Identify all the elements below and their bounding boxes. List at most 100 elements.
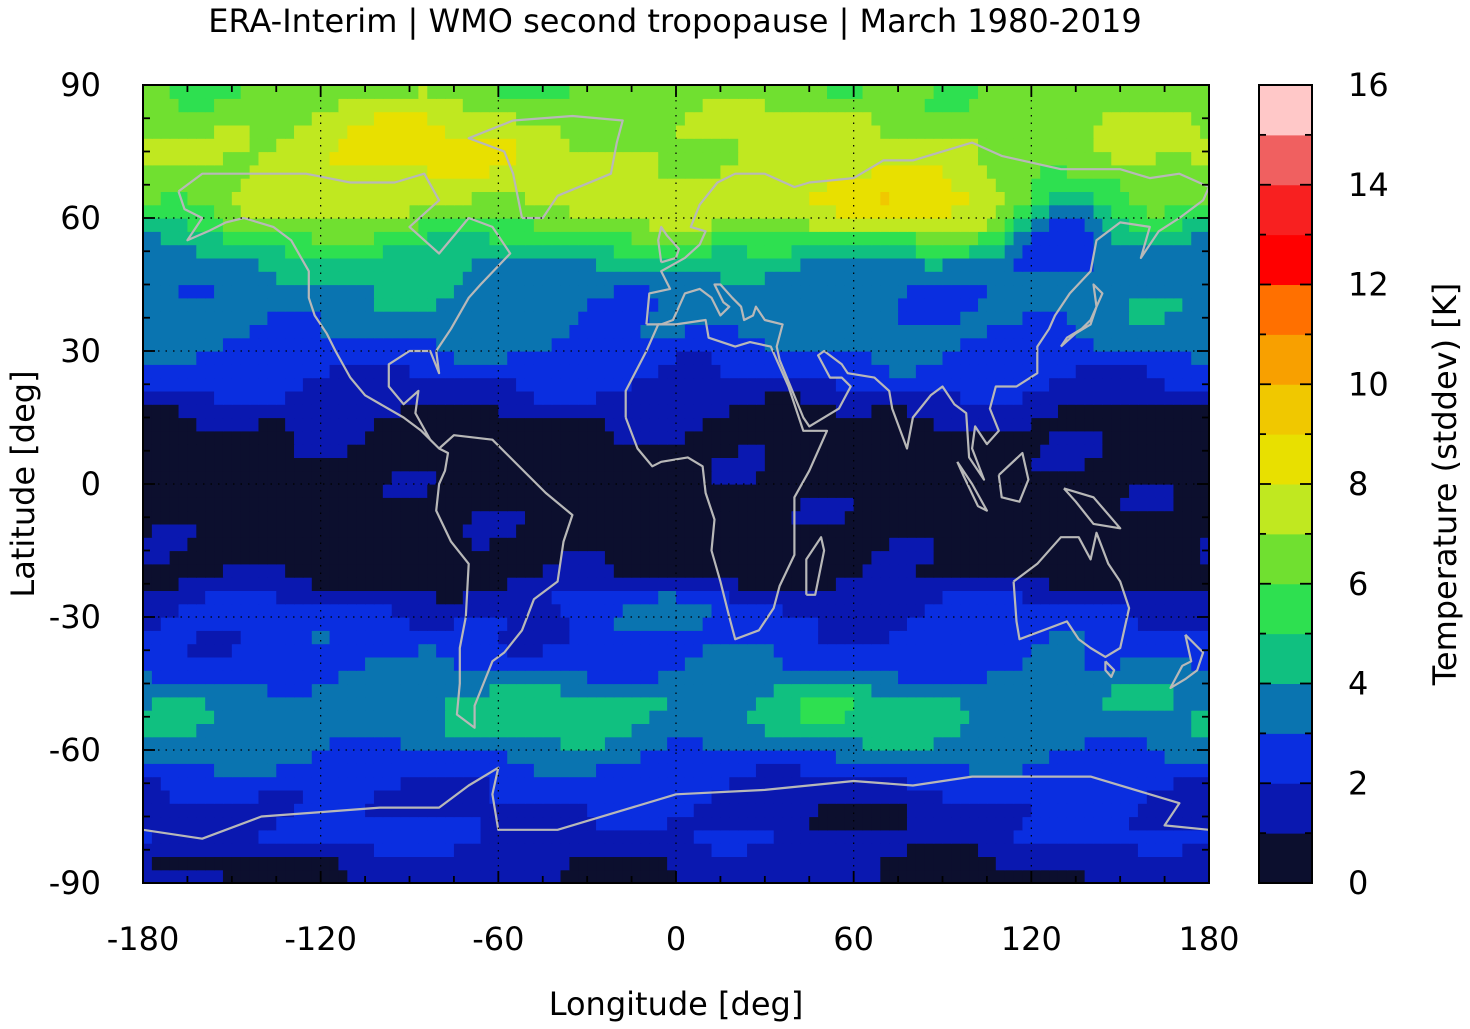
heatmap-cell [1120, 656, 1130, 671]
heatmap-cell [311, 417, 322, 432]
heatmap-cell [427, 656, 437, 671]
heatmap-cell [231, 417, 242, 432]
heatmap-cell [160, 789, 171, 804]
heatmap-cell [649, 417, 659, 432]
heatmap-cell [524, 736, 535, 751]
heatmap-cell [1066, 670, 1077, 685]
heatmap-cell [853, 856, 864, 871]
heatmap-cell [267, 537, 277, 552]
heatmap-cell [569, 563, 579, 578]
heatmap-cell [231, 404, 242, 419]
heatmap-cell [427, 683, 437, 698]
heatmap-cell [604, 497, 615, 512]
heatmap-cell [667, 816, 677, 831]
heatmap-cell [445, 843, 455, 857]
heatmap-cell [1129, 856, 1139, 871]
heatmap-cell [320, 656, 331, 671]
heatmap-cell [382, 843, 393, 857]
heatmap-cell [880, 470, 890, 485]
heatmap-cell [453, 510, 464, 525]
heatmap-cell [542, 856, 553, 871]
heatmap-cell [631, 763, 642, 778]
heatmap-cell [569, 484, 579, 498]
heatmap-cell [782, 351, 793, 365]
heatmap-cell [151, 856, 162, 871]
heatmap-cell [1111, 337, 1121, 352]
heatmap-cell [169, 856, 180, 871]
heatmap-cell [311, 776, 322, 791]
heatmap-cell [178, 324, 189, 339]
heatmap-cell [356, 523, 366, 538]
heatmap-cell [445, 510, 455, 525]
heatmap-cell [711, 710, 722, 724]
heatmap-cell [409, 843, 419, 857]
heatmap-cell [143, 550, 153, 565]
heatmap-cell [915, 696, 926, 711]
heatmap-cell [524, 843, 535, 857]
heatmap-cell [1013, 816, 1024, 831]
heatmap-cell [791, 750, 801, 764]
heatmap-cell [1057, 736, 1068, 751]
heatmap-cell [160, 377, 171, 392]
heatmap-cell [755, 497, 766, 512]
heatmap-cell [436, 816, 446, 831]
heatmap-cell [862, 670, 873, 685]
heatmap-cell [231, 364, 242, 379]
heatmap-cell [809, 337, 819, 352]
heatmap-cell [1013, 869, 1024, 883]
heatmap-cell [711, 523, 722, 538]
heatmap-cell [1093, 710, 1103, 724]
heatmap-cell [231, 710, 242, 724]
heatmap-cell [684, 630, 695, 645]
heatmap-cell [320, 523, 331, 538]
heatmap-cell [853, 523, 864, 538]
heatmap-cell [720, 696, 730, 711]
heatmap-cell [658, 789, 668, 804]
heatmap-cell [205, 523, 215, 538]
heatmap-cell [276, 523, 286, 538]
heatmap-cell [311, 550, 322, 565]
heatmap-cell [720, 803, 730, 818]
heatmap-cell [551, 750, 562, 764]
heatmap-cell [711, 603, 722, 618]
heatmap-cell [658, 510, 668, 525]
heatmap-cell [365, 523, 375, 538]
heatmap-cell [214, 590, 224, 605]
heatmap-cell [400, 497, 411, 512]
heatmap-cell [604, 843, 615, 857]
heatmap-cell [906, 457, 917, 472]
heatmap-cell [347, 364, 357, 379]
heatmap-cell [187, 577, 197, 591]
heatmap-cell [613, 351, 624, 365]
heatmap-cell [978, 523, 988, 538]
heatmap-cell [1129, 696, 1139, 711]
heatmap-cell [196, 736, 206, 751]
heatmap-cell [445, 590, 455, 605]
heatmap-cell [578, 603, 588, 618]
heatmap-cell [222, 324, 233, 339]
heatmap-cell [471, 630, 482, 645]
heatmap-cell [631, 337, 642, 352]
heatmap-cell [462, 523, 473, 538]
heatmap-cell [658, 723, 668, 738]
heatmap-cell [338, 763, 348, 778]
heatmap-cell [738, 324, 748, 339]
heatmap-cell [551, 497, 562, 512]
heatmap-cell [604, 377, 615, 392]
heatmap-cell [471, 324, 482, 339]
heatmap-cell [587, 736, 597, 751]
heatmap-cell [214, 444, 224, 458]
heatmap-cell [320, 497, 331, 512]
heatmap-cell [995, 337, 1006, 352]
heatmap-cell [205, 351, 215, 365]
heatmap-cell [524, 577, 535, 591]
heatmap-cell [915, 670, 926, 685]
heatmap-cell [311, 590, 322, 605]
heatmap-cell [791, 630, 801, 645]
heatmap-cell [862, 430, 873, 445]
heatmap-cell [622, 404, 633, 419]
heatmap-cell [853, 736, 864, 751]
heatmap-cell [933, 377, 944, 392]
heatmap-cell [853, 417, 864, 432]
heatmap-cell [942, 803, 952, 818]
